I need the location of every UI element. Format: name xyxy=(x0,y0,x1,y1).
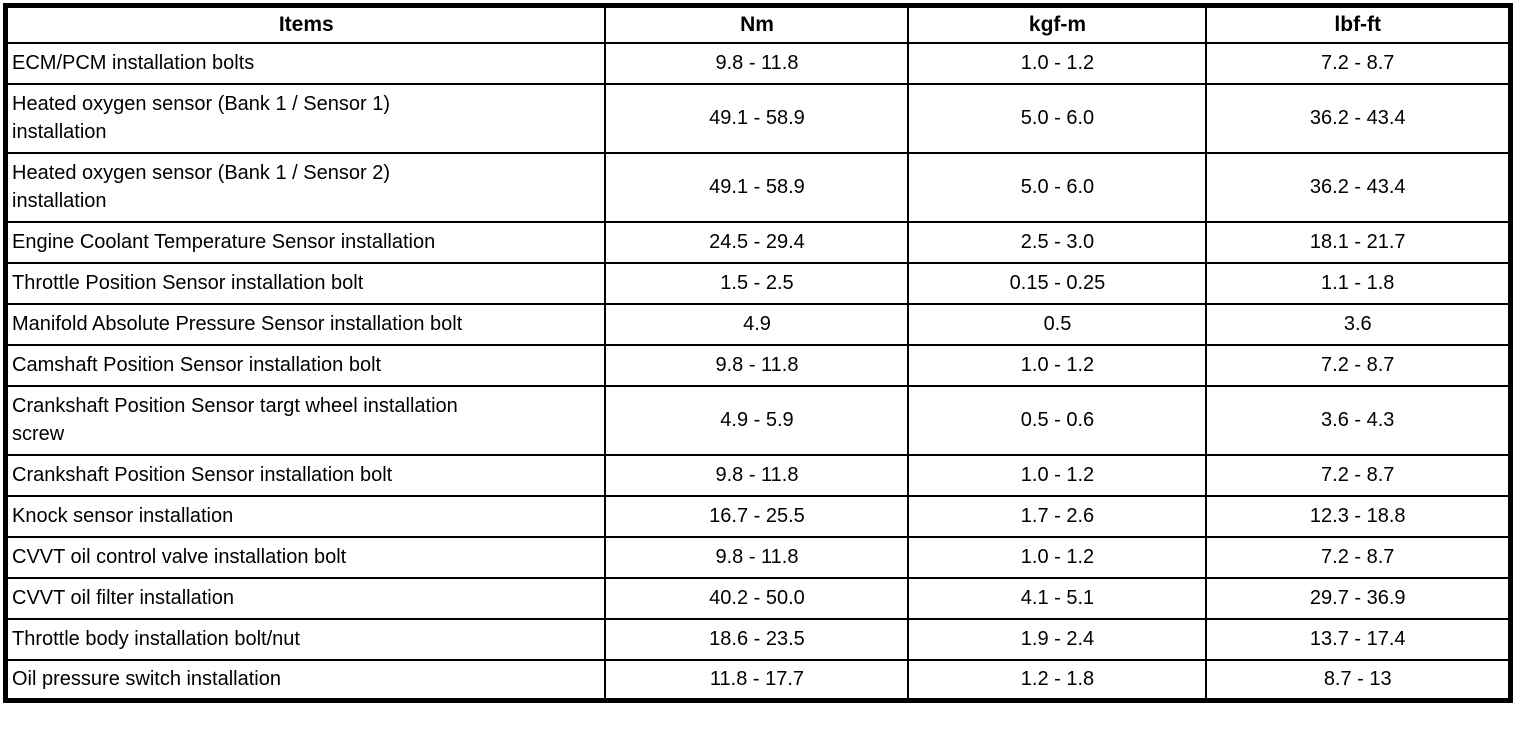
torque-value-cell: 5.0 - 6.0 xyxy=(907,151,1208,223)
table-row: Camshaft Position Sensor installation bo… xyxy=(4,343,1512,387)
item-name-cell: Heated oxygen sensor (Bank 1 / Sensor 1)… xyxy=(4,82,607,154)
table-row: CVVT oil filter installation 40.2 - 50.0 4… xyxy=(4,576,1512,620)
item-name-cell: Camshaft Position Sensor installation bo… xyxy=(4,343,607,387)
torque-value-cell: 40.2 - 50.0 xyxy=(604,576,910,620)
torque-value-cell: 3.6 - 4.3 xyxy=(1205,384,1512,456)
torque-value-cell: 2.5 - 3.0 xyxy=(907,220,1208,264)
torque-value-cell: 0.5 - 0.6 xyxy=(907,384,1208,456)
item-name-cell: Manifold Absolute Pressure Sensor instal… xyxy=(4,302,607,346)
item-name-cell: Crankshaft Position Sensor installation … xyxy=(4,453,607,497)
table-row: Throttle body installation bolt/nut 18.6 … xyxy=(4,617,1512,661)
torque-value-cell: 3.6 xyxy=(1205,302,1512,346)
torque-value-cell: 18.6 - 23.5 xyxy=(604,617,910,661)
torque-value-cell: 4.9 xyxy=(604,302,910,346)
torque-value-cell: 49.1 - 58.9 xyxy=(604,151,910,223)
table-row: Crankshaft Position Sensor targt wheel i… xyxy=(4,384,1512,456)
torque-value-cell: 1.7 - 2.6 xyxy=(907,494,1208,538)
torque-value-cell: 4.9 - 5.9 xyxy=(604,384,910,456)
document-page: Items Nm kgf-m lbf-ft ECM/PCM installati… xyxy=(3,3,1513,703)
torque-value-cell: 1.0 - 1.2 xyxy=(907,41,1208,85)
torque-value-cell: 0.5 xyxy=(907,302,1208,346)
torque-value-cell: 7.2 - 8.7 xyxy=(1205,343,1512,387)
table-row: ECM/PCM installation bolts 9.8 - 11.8 1.0 … xyxy=(4,41,1512,85)
torque-value-cell: 1.1 - 1.8 xyxy=(1205,261,1512,305)
column-header-kgf-m: kgf-m xyxy=(907,4,1208,44)
item-name-cell: Throttle body installation bolt/nut xyxy=(4,617,607,661)
table-row: Heated oxygen sensor (Bank 1 / Sensor 2)… xyxy=(4,151,1512,223)
torque-value-cell: 12.3 - 18.8 xyxy=(1205,494,1512,538)
torque-value-cell: 8.7 - 13 xyxy=(1205,658,1512,702)
item-name-cell: Oil pressure switch installation xyxy=(4,658,607,702)
table-row: Knock sensor installation 16.7 - 25.5 1.7 … xyxy=(4,494,1512,538)
item-name-cell: ECM/PCM installation bolts xyxy=(4,41,607,85)
torque-value-cell: 4.1 - 5.1 xyxy=(907,576,1208,620)
item-name-cell: Knock sensor installation xyxy=(4,494,607,538)
torque-value-cell: 11.8 - 17.7 xyxy=(604,658,910,702)
item-name-cell: CVVT oil control valve installation bolt xyxy=(4,535,607,579)
torque-value-cell: 1.0 - 1.2 xyxy=(907,343,1208,387)
torque-value-cell: 1.0 - 1.2 xyxy=(907,453,1208,497)
torque-value-cell: 5.0 - 6.0 xyxy=(907,82,1208,154)
table-row: Manifold Absolute Pressure Sensor instal… xyxy=(4,302,1512,346)
column-header-nm: Nm xyxy=(604,4,910,44)
table-row: Engine Coolant Temperature Sensor instal… xyxy=(4,220,1512,264)
table-row: Heated oxygen sensor (Bank 1 / Sensor 1)… xyxy=(4,82,1512,154)
table-row: Crankshaft Position Sensor installation … xyxy=(4,453,1512,497)
torque-value-cell: 18.1 - 21.7 xyxy=(1205,220,1512,264)
torque-value-cell: 29.7 - 36.9 xyxy=(1205,576,1512,620)
torque-value-cell: 36.2 - 43.4 xyxy=(1205,151,1512,223)
torque-value-cell: 9.8 - 11.8 xyxy=(604,41,910,85)
torque-value-cell: 9.8 - 11.8 xyxy=(604,535,910,579)
torque-value-cell: 9.8 - 11.8 xyxy=(604,343,910,387)
column-header-items: Items xyxy=(4,4,607,44)
torque-value-cell: 49.1 - 58.9 xyxy=(604,82,910,154)
torque-value-cell: 1.9 - 2.4 xyxy=(907,617,1208,661)
item-name-cell: Crankshaft Position Sensor targt wheel i… xyxy=(4,384,607,456)
table-row: Oil pressure switch installation 11.8 - 1… xyxy=(4,658,1512,702)
torque-value-cell: 1.2 - 1.8 xyxy=(907,658,1208,702)
torque-value-cell: 1.0 - 1.2 xyxy=(907,535,1208,579)
column-header-lbf-ft: lbf-ft xyxy=(1205,4,1512,44)
table-row: Throttle Position Sensor installation bo… xyxy=(4,261,1512,305)
torque-value-cell: 24.5 - 29.4 xyxy=(604,220,910,264)
item-name-cell: Engine Coolant Temperature Sensor instal… xyxy=(4,220,607,264)
table-row: CVVT oil control valve installation bolt… xyxy=(4,535,1512,579)
torque-value-cell: 0.15 - 0.25 xyxy=(907,261,1208,305)
torque-value-cell: 1.5 - 2.5 xyxy=(604,261,910,305)
header-row: Items Nm kgf-m lbf-ft xyxy=(4,4,1512,44)
torque-value-cell: 7.2 - 8.7 xyxy=(1205,41,1512,85)
torque-value-cell: 7.2 - 8.7 xyxy=(1205,453,1512,497)
torque-table-body: ECM/PCM installation bolts 9.8 - 11.8 1.0 … xyxy=(4,41,1512,702)
torque-value-cell: 13.7 - 17.4 xyxy=(1205,617,1512,661)
torque-value-cell: 7.2 - 8.7 xyxy=(1205,535,1512,579)
item-name-cell: Throttle Position Sensor installation bo… xyxy=(4,261,607,305)
torque-spec-table: Items Nm kgf-m lbf-ft ECM/PCM installati… xyxy=(3,3,1513,703)
torque-value-cell: 9.8 - 11.8 xyxy=(604,453,910,497)
item-name-cell: Heated oxygen sensor (Bank 1 / Sensor 2)… xyxy=(4,151,607,223)
item-name-cell: CVVT oil filter installation xyxy=(4,576,607,620)
torque-value-cell: 36.2 - 43.4 xyxy=(1205,82,1512,154)
torque-value-cell: 16.7 - 25.5 xyxy=(604,494,910,538)
